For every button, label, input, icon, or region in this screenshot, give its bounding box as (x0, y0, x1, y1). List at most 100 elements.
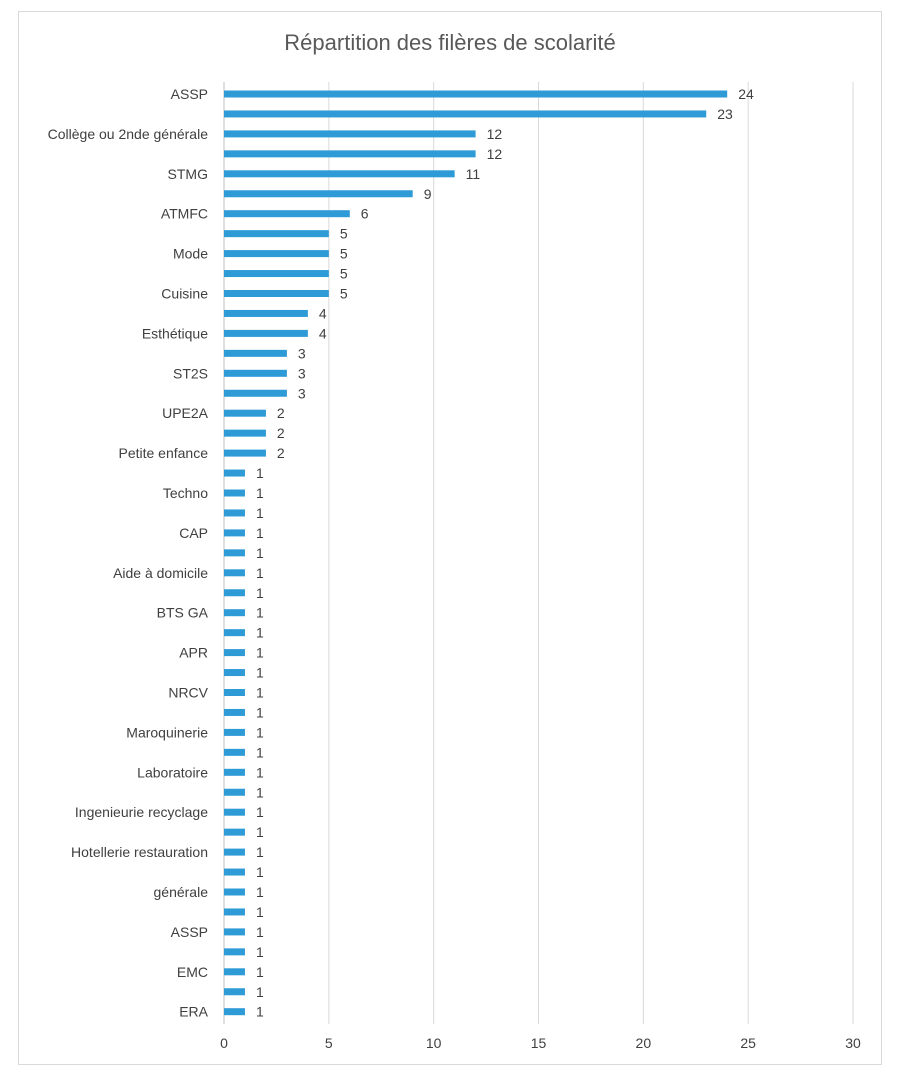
category-label: Ingenieurie recyclage (75, 804, 208, 820)
bar (224, 708, 245, 716)
data-label: 1 (256, 525, 264, 541)
bar (224, 290, 329, 297)
data-label: 12 (487, 126, 503, 142)
chart-title: Répartition des filères de scolarité (284, 30, 616, 55)
data-label: 1 (256, 884, 264, 900)
data-label: 1 (256, 824, 264, 840)
bar (224, 190, 413, 198)
bar (224, 429, 266, 437)
bar (224, 389, 287, 397)
bar (224, 649, 245, 657)
bar (224, 469, 245, 477)
bar (224, 110, 707, 118)
category-label: STMG (168, 166, 208, 182)
bar (224, 170, 455, 178)
bar (224, 509, 245, 517)
bar (224, 329, 308, 337)
bar (224, 848, 245, 856)
bar (224, 449, 266, 457)
category-label: Hotellerie restauration (71, 844, 208, 860)
data-label: 1 (256, 764, 264, 780)
category-label: ATMFC (161, 206, 208, 222)
data-label: 3 (298, 365, 306, 381)
category-label: NRCV (168, 685, 208, 701)
data-label: 1 (256, 485, 264, 501)
category-label: Esthétique (142, 325, 208, 341)
category-label: ERA (179, 1004, 208, 1020)
x-tick-label: 25 (740, 1035, 756, 1051)
data-label: 1 (256, 665, 264, 681)
bar (224, 250, 329, 258)
bar (224, 1008, 245, 1016)
data-label: 6 (361, 206, 369, 222)
data-label: 3 (298, 385, 306, 401)
bar (224, 948, 245, 956)
bar (224, 629, 245, 637)
bar (224, 968, 245, 976)
data-label: 2 (277, 425, 285, 441)
data-label: 1 (256, 704, 264, 720)
data-label: 1 (256, 505, 264, 521)
bar (224, 90, 728, 98)
data-label: 1 (256, 964, 264, 980)
bar (224, 489, 245, 497)
data-label: 1 (256, 605, 264, 621)
data-label: 1 (256, 744, 264, 760)
data-label: 1 (256, 844, 264, 860)
category-label: EMC (177, 964, 208, 980)
data-label: 2 (277, 405, 285, 421)
data-label: 1 (256, 625, 264, 641)
bar (224, 589, 245, 597)
bar (224, 549, 245, 557)
bar (224, 808, 245, 816)
bar (224, 828, 245, 836)
data-label: 9 (424, 186, 432, 202)
category-label: générale (154, 884, 209, 900)
category-label: Petite enfance (118, 445, 208, 461)
category-label: Maroquinerie (126, 724, 208, 740)
bar (224, 270, 329, 278)
category-label: Cuisine (161, 286, 208, 302)
bar (224, 130, 476, 138)
category-label: APR (179, 645, 208, 661)
data-label: 23 (717, 106, 733, 122)
data-label: 1 (256, 645, 264, 661)
x-tick-label: 30 (845, 1035, 861, 1051)
bar (224, 988, 245, 996)
data-label: 1 (256, 924, 264, 940)
bar (224, 888, 245, 896)
category-label: CAP (179, 525, 208, 541)
category-label: BTS GA (157, 605, 209, 621)
data-label: 4 (319, 305, 327, 321)
bar (224, 210, 350, 218)
bar (224, 788, 245, 796)
data-label: 24 (738, 86, 754, 102)
data-label: 1 (256, 585, 264, 601)
category-label: Laboratoire (137, 764, 208, 780)
data-label: 1 (256, 904, 264, 920)
data-label: 5 (340, 246, 348, 262)
data-label: 1 (256, 685, 264, 701)
bar (224, 908, 245, 916)
bar (224, 150, 476, 158)
bar (224, 669, 245, 677)
category-label: Aide à domicile (113, 565, 208, 581)
data-label: 3 (298, 345, 306, 361)
x-tick-label: 15 (531, 1035, 547, 1051)
data-label: 1 (256, 565, 264, 581)
x-tick-label: 0 (220, 1035, 228, 1051)
bar (224, 768, 245, 776)
x-tick-label: 20 (636, 1035, 652, 1051)
data-label: 1 (256, 864, 264, 880)
bar (224, 230, 329, 238)
bar (224, 369, 287, 377)
bar (224, 748, 245, 756)
category-label: Techno (163, 485, 208, 501)
data-label: 1 (256, 984, 264, 1000)
data-label: 1 (256, 465, 264, 481)
category-label: UPE2A (162, 405, 209, 421)
bar (224, 309, 308, 317)
data-label: 1 (256, 784, 264, 800)
chart-frame (18, 11, 882, 1065)
